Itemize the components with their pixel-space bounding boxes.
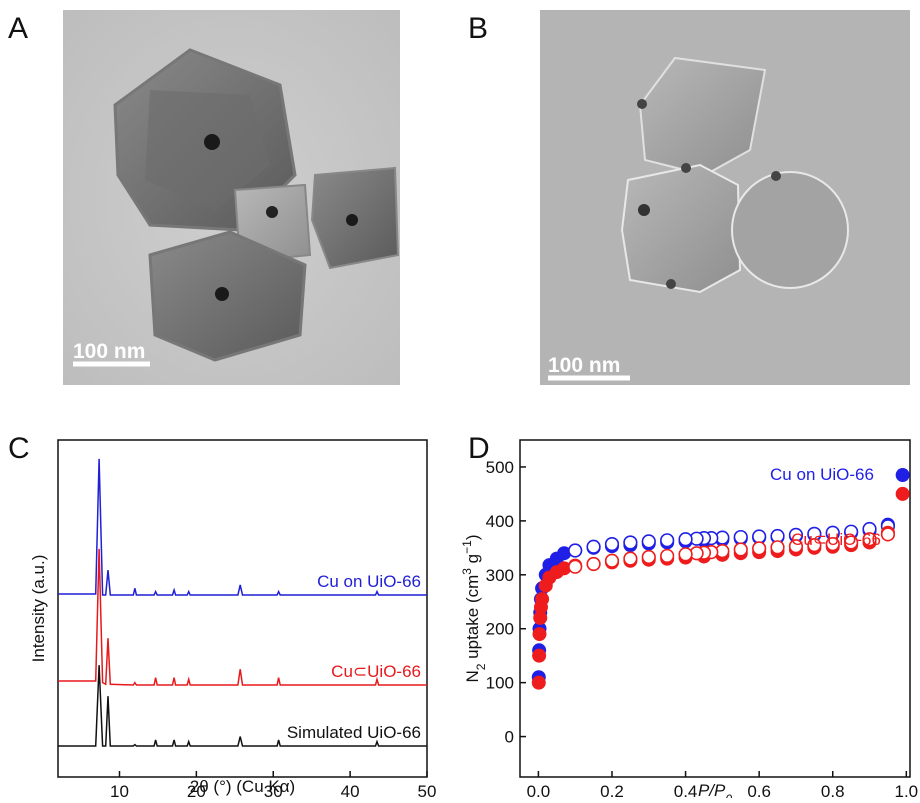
series-label: Cu on UiO-66 bbox=[770, 465, 874, 484]
desorption-point bbox=[825, 536, 840, 552]
y-tick-label: 300 bbox=[486, 566, 514, 585]
desorption-point bbox=[733, 542, 748, 557]
y-tick-label: 100 bbox=[486, 674, 514, 693]
desorption-point bbox=[568, 559, 583, 574]
tem-image-b bbox=[540, 10, 910, 385]
x-tick-label: 0.2 bbox=[600, 782, 624, 798]
desorption-point bbox=[733, 529, 748, 545]
desorption-point bbox=[752, 541, 767, 556]
x-tick-label: 30 bbox=[264, 782, 283, 798]
xrd-pattern bbox=[58, 458, 427, 596]
y-tick-label: 200 bbox=[486, 620, 514, 639]
desorption-point bbox=[586, 556, 601, 572]
plot-frame bbox=[57, 439, 428, 778]
desorption-point bbox=[641, 534, 656, 549]
adsorption-point bbox=[531, 675, 546, 690]
axis-label-part: ) bbox=[463, 534, 482, 540]
panel-label: D bbox=[468, 432, 490, 465]
axis-label-part: uptake (cm bbox=[463, 575, 482, 664]
desorption-point bbox=[678, 532, 693, 547]
axis-label-part: 2 bbox=[474, 663, 488, 670]
x-axis-label: 2θ (°) (Cu Kα) bbox=[190, 777, 295, 796]
axis-label-part: 3 bbox=[460, 568, 474, 575]
axis-label-part: N bbox=[463, 670, 482, 682]
panel-label: C bbox=[8, 432, 30, 465]
x-tick-label: 10 bbox=[110, 782, 129, 798]
adsorption-point bbox=[532, 648, 547, 663]
axis-label-part: g bbox=[463, 554, 482, 568]
x-tick-label: 50 bbox=[418, 782, 437, 798]
adsorption-point bbox=[557, 561, 572, 576]
desorption-point bbox=[604, 536, 620, 552]
x-tick-label: 20 bbox=[187, 782, 206, 798]
desorption-point bbox=[678, 547, 693, 562]
desorption-point bbox=[586, 539, 601, 554]
scale-bar-label: 100 nm bbox=[548, 354, 620, 377]
y-axis-label: Intensity (a.u.) bbox=[29, 555, 48, 663]
xrd-pattern bbox=[58, 665, 427, 747]
axis-label-part: 0 bbox=[725, 792, 732, 798]
plot-frame bbox=[519, 439, 911, 778]
desorption-point bbox=[623, 551, 638, 566]
axis-label: P/P0 bbox=[698, 781, 732, 798]
axis-label-part: P/P bbox=[698, 781, 726, 798]
panel-label: B bbox=[468, 12, 488, 45]
y-tick-label: 500 bbox=[486, 458, 514, 477]
x-tick-label: 0.4 bbox=[674, 782, 698, 798]
y-tick-label: 0 bbox=[505, 728, 514, 747]
desorption-point bbox=[844, 535, 859, 550]
desorption-point bbox=[752, 529, 767, 544]
desorption-point bbox=[880, 527, 896, 542]
axis-label: N2 uptake (cm3 g−1) bbox=[460, 534, 488, 682]
adsorption-point bbox=[533, 610, 548, 625]
adsorption-point bbox=[535, 592, 550, 607]
desorption-point bbox=[623, 535, 638, 550]
desorption-point bbox=[660, 533, 675, 548]
desorption-point bbox=[788, 539, 804, 554]
scale-bar-label: 100 nm bbox=[73, 340, 145, 363]
x-tick-label: 0.8 bbox=[821, 782, 845, 798]
adsorption-point bbox=[895, 486, 910, 501]
x-tick-label: 40 bbox=[341, 782, 360, 798]
series-label: Cu on UiO-66 bbox=[317, 572, 421, 591]
desorption-point bbox=[604, 553, 620, 568]
series-label: Cu⊂UiO-66 bbox=[331, 662, 421, 681]
desorption-point bbox=[862, 532, 877, 547]
xrd-pattern bbox=[58, 548, 427, 686]
desorption-point bbox=[807, 538, 822, 553]
series-label: Simulated UiO-66 bbox=[287, 723, 421, 742]
x-tick-label: 0.0 bbox=[527, 782, 551, 798]
desorption-point bbox=[770, 540, 785, 555]
adsorption-point bbox=[532, 627, 547, 642]
desorption-point bbox=[660, 548, 675, 564]
tem-image-a bbox=[63, 10, 400, 385]
x-tick-label: 1.0 bbox=[895, 782, 919, 798]
desorption-point bbox=[641, 549, 656, 565]
adsorption-point bbox=[895, 468, 910, 483]
adsorption-point bbox=[557, 546, 572, 561]
axis-label-part: −1 bbox=[460, 540, 474, 554]
desorption-point bbox=[568, 543, 583, 558]
y-tick-label: 400 bbox=[486, 512, 514, 531]
x-tick-label: 0.6 bbox=[747, 782, 771, 798]
series-label: Cu⊂UiO-66 bbox=[791, 530, 881, 549]
panel-label: A bbox=[8, 12, 28, 45]
